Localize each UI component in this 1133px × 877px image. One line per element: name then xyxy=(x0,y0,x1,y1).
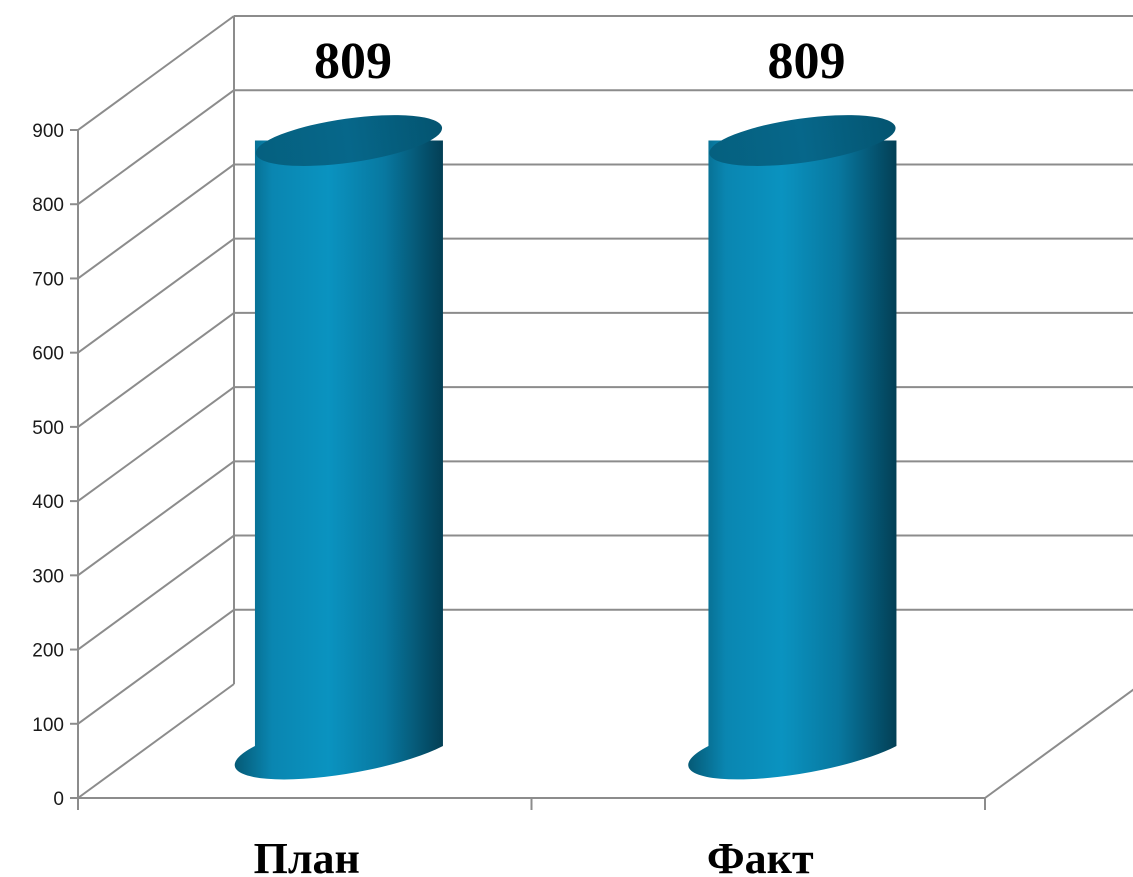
floor-right-edge xyxy=(984,688,1133,799)
bar-top xyxy=(255,115,443,166)
side-gridline xyxy=(77,460,235,577)
axes xyxy=(77,130,1133,810)
side-gridline xyxy=(77,386,235,502)
data-label: 809 xyxy=(314,33,392,90)
labels: 809 План 809 Факт xyxy=(254,33,846,877)
y-axis-ticks: 0 100 200 300 400 500 600 700 800 900 xyxy=(32,121,78,810)
category-label: Факт xyxy=(707,834,814,877)
gridlines xyxy=(77,15,1133,799)
y-tick-label: 600 xyxy=(32,344,64,365)
side-gridline xyxy=(77,534,235,651)
bar-body xyxy=(234,140,443,780)
data-label: 809 xyxy=(767,33,845,90)
bar-body xyxy=(688,140,897,780)
bars xyxy=(234,115,897,780)
bar-План xyxy=(234,115,443,780)
side-gridline xyxy=(77,312,235,428)
y-tick-label: 100 xyxy=(32,715,64,736)
y-tick-label: 400 xyxy=(32,492,64,513)
y-tick-label: 200 xyxy=(32,641,64,662)
side-gridline xyxy=(77,163,235,280)
side-gridline xyxy=(77,608,235,725)
y-tick-label: 800 xyxy=(32,195,64,216)
y-tick-label: 500 xyxy=(32,418,64,439)
y-tick-label: 700 xyxy=(32,269,64,290)
side-gridline xyxy=(77,89,235,206)
side-gridline xyxy=(77,237,235,354)
bar-top xyxy=(709,115,896,166)
y-tick-label: 0 xyxy=(53,789,64,810)
bar-Факт xyxy=(688,115,897,780)
y-tick-label: 300 xyxy=(32,566,64,587)
side-gridline xyxy=(77,15,235,131)
side-gridline xyxy=(77,683,235,799)
y-tick-label: 900 xyxy=(32,121,64,142)
category-label: План xyxy=(254,834,360,877)
